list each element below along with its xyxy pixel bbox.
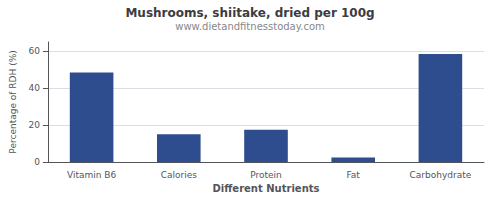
svg-text:Fat: Fat bbox=[346, 170, 360, 180]
svg-text:Vitamin B6: Vitamin B6 bbox=[67, 170, 117, 180]
svg-text:Protein: Protein bbox=[250, 170, 282, 180]
svg-text:20: 20 bbox=[29, 120, 41, 130]
svg-text:0: 0 bbox=[34, 157, 40, 167]
svg-text:www.dietandfitnesstoday.com: www.dietandfitnesstoday.com bbox=[175, 21, 324, 32]
svg-text:60: 60 bbox=[29, 46, 41, 56]
svg-text:Percentage of RDH (%): Percentage of RDH (%) bbox=[8, 50, 18, 153]
svg-text:Carbohydrate: Carbohydrate bbox=[410, 170, 472, 180]
svg-text:Calories: Calories bbox=[161, 170, 198, 180]
svg-text:Different Nutrients: Different Nutrients bbox=[213, 183, 320, 194]
svg-text:40: 40 bbox=[29, 83, 41, 93]
svg-text:Mushrooms, shiitake, dried per: Mushrooms, shiitake, dried per 100g bbox=[125, 6, 374, 20]
